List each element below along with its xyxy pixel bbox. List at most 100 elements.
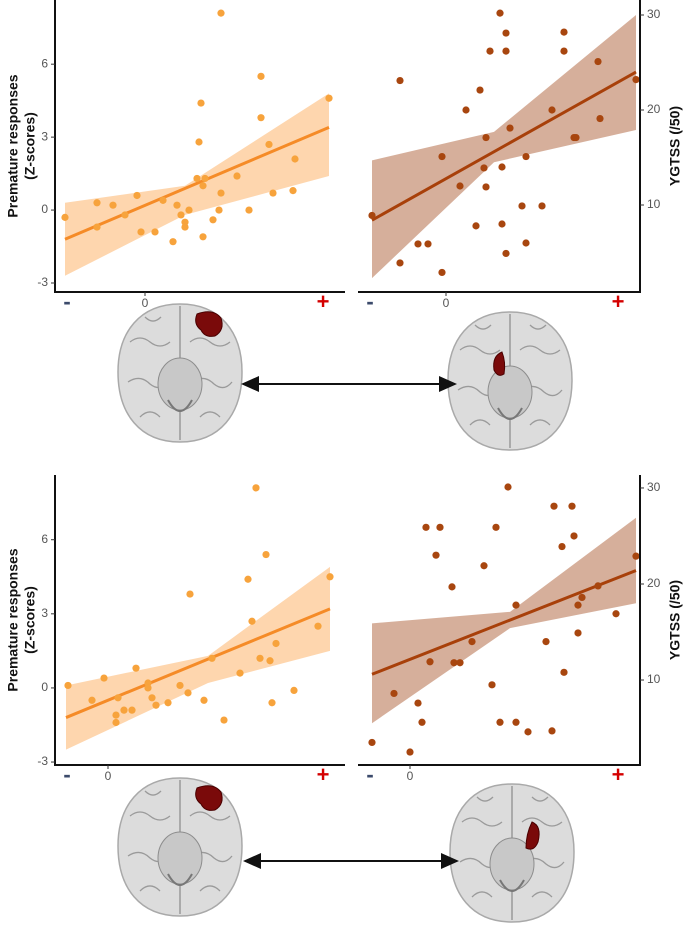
data-point	[176, 681, 184, 690]
data-point	[632, 76, 640, 84]
data-point	[596, 114, 604, 123]
data-point	[496, 718, 504, 726]
data-point	[424, 240, 432, 248]
data-point	[268, 699, 276, 707]
data-point	[64, 681, 72, 690]
data-point	[450, 659, 458, 667]
data-point	[93, 223, 101, 231]
data-point	[121, 211, 129, 219]
data-point	[574, 601, 582, 609]
data-point	[542, 638, 550, 646]
data-point	[578, 593, 586, 602]
data-point	[502, 29, 510, 37]
data-point	[314, 622, 322, 630]
data-point	[290, 686, 298, 695]
y-tick-label: 3	[41, 129, 48, 143]
data-point	[112, 711, 120, 719]
data-point	[468, 638, 476, 646]
data-point	[164, 699, 172, 707]
y-tick-label: 0	[41, 680, 48, 694]
data-point	[181, 223, 189, 231]
data-point	[522, 239, 530, 247]
scatter-panel: -3 0 3 6 0 - + Premature responses (Z-scores)	[5, 475, 345, 787]
y-tick-label: -3	[37, 754, 48, 768]
scatter-panel: -3 0 3 6 0 - + Premature responses (Z-scores)	[5, 0, 345, 314]
y-tick-label: 20	[647, 576, 661, 590]
data-point	[472, 222, 480, 230]
y-axis-title: Premature responses	[5, 548, 21, 691]
data-point	[199, 182, 207, 190]
x-high-label: +	[317, 762, 330, 787]
data-point	[236, 669, 244, 677]
data-point	[612, 610, 620, 618]
brain-image	[117, 777, 243, 917]
data-point	[262, 550, 270, 559]
y-tick-label: 10	[647, 197, 661, 211]
data-point	[289, 187, 297, 195]
data-point	[266, 657, 274, 665]
data-point	[486, 47, 494, 55]
x-high-label: +	[612, 762, 625, 787]
x-high-label: +	[317, 289, 330, 314]
scatter-panel: 10 20 30 0 - + YGTSS (/50)	[358, 475, 683, 787]
y-axis-title: Premature responses	[5, 74, 21, 217]
y-tick-label: 30	[647, 7, 661, 21]
data-point	[209, 216, 217, 224]
data-point	[480, 164, 488, 172]
data-point	[482, 183, 490, 191]
fit-line	[371, 569, 637, 676]
y-axis-title: YGTSS (/50)	[667, 106, 683, 186]
data-point	[560, 28, 568, 36]
data-point	[456, 659, 464, 667]
data-point	[482, 133, 490, 142]
data-point	[548, 727, 556, 735]
data-point	[137, 228, 145, 236]
data-point	[548, 106, 556, 114]
data-point	[144, 684, 152, 692]
data-point	[462, 106, 470, 114]
data-point	[200, 696, 208, 704]
data-point	[498, 220, 506, 228]
data-point	[88, 696, 96, 704]
data-point	[114, 694, 122, 702]
data-point	[422, 523, 430, 531]
data-point	[112, 718, 120, 727]
data-point	[159, 196, 167, 204]
data-point	[476, 86, 484, 94]
y-tick-label: 6	[41, 532, 48, 546]
data-point	[215, 206, 223, 214]
data-point	[291, 155, 299, 163]
data-point	[100, 674, 108, 682]
data-point	[506, 124, 514, 132]
data-point	[414, 699, 422, 707]
data-point	[426, 658, 434, 666]
y-tick-label: 0	[41, 202, 48, 216]
x-tick-label: 0	[443, 296, 450, 310]
data-point	[201, 174, 209, 183]
data-point	[199, 233, 207, 241]
data-point	[488, 681, 496, 689]
y-tick-label: 30	[647, 480, 661, 494]
scatter-panel: 10 20 30 0 - + YGTSS (/50)	[358, 0, 683, 314]
x-low-label: -	[63, 289, 70, 314]
y-axis-title: (Z-scores)	[22, 112, 38, 180]
data-point	[252, 484, 260, 492]
data-point	[248, 617, 256, 625]
data-point	[502, 47, 510, 55]
x-high-label: +	[612, 289, 625, 314]
data-point	[185, 206, 193, 214]
data-point	[244, 575, 252, 583]
x-tick-label: 0	[407, 769, 414, 783]
confidence-band	[372, 517, 636, 724]
data-point	[456, 182, 464, 190]
data-point	[368, 738, 376, 747]
data-point	[325, 94, 333, 102]
data-point	[193, 174, 201, 183]
data-point	[195, 138, 203, 146]
data-point	[217, 189, 225, 197]
data-point	[560, 47, 568, 55]
data-point	[245, 206, 253, 214]
data-point	[217, 9, 225, 17]
data-point	[390, 689, 398, 698]
data-point	[233, 172, 241, 180]
